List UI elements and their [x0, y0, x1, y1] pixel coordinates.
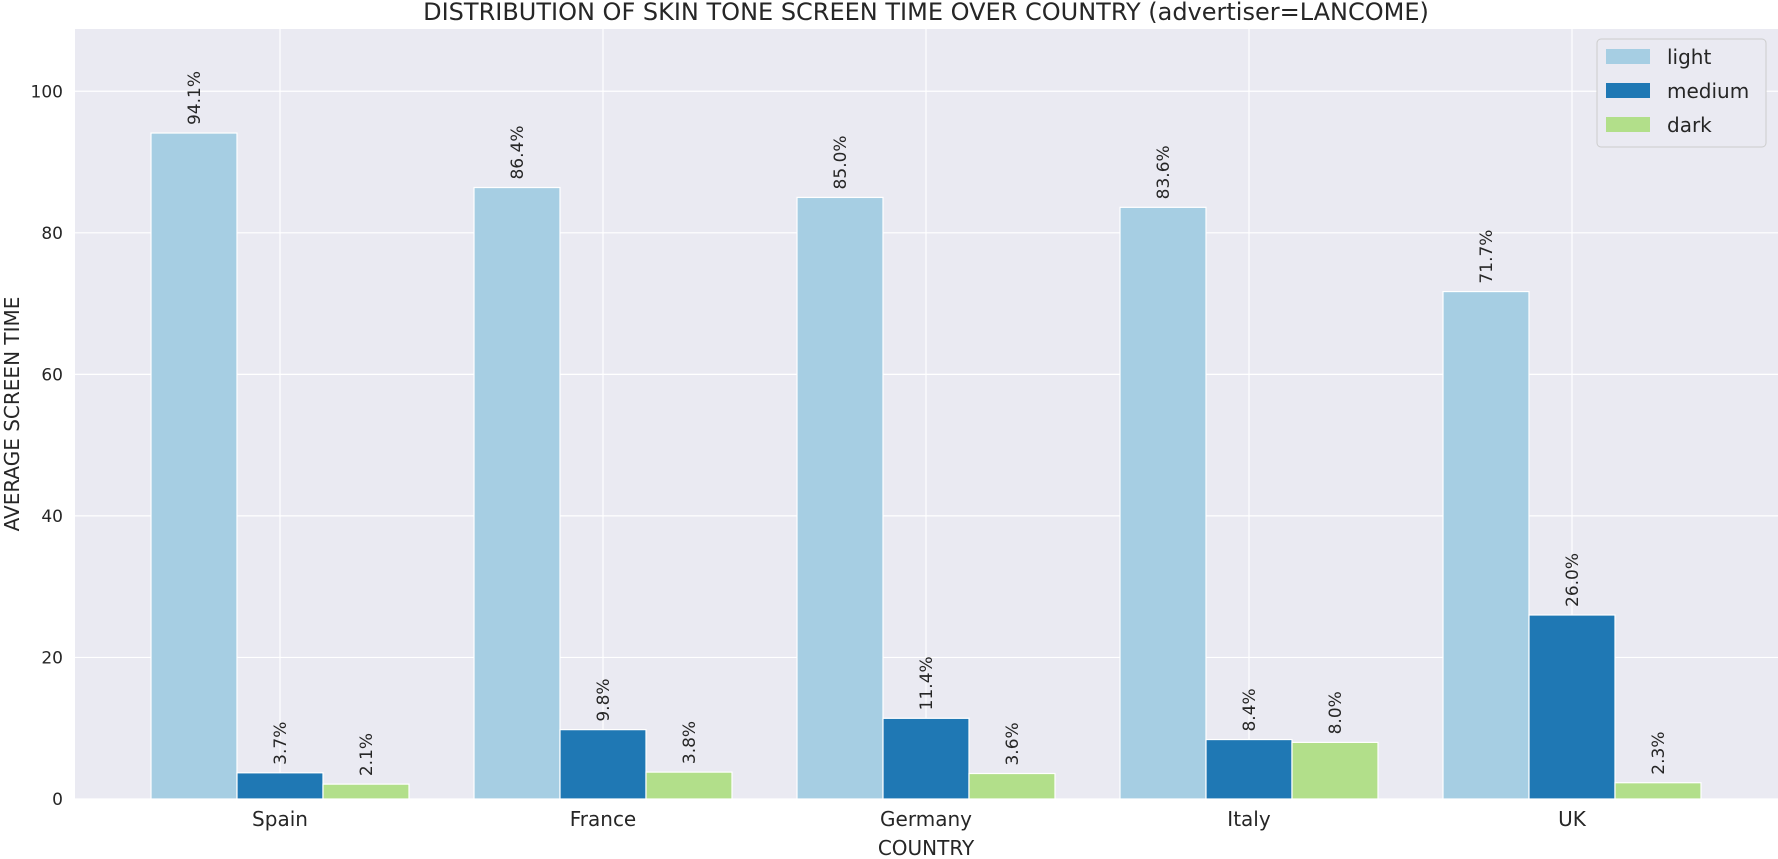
y-tick-label: 80: [41, 224, 63, 244]
y-tick-label: 0: [52, 790, 63, 810]
bar-medium-france: [559, 729, 647, 800]
bars: [150, 132, 1702, 800]
bar-dark-spain: [322, 783, 410, 800]
data-label: 11.4%: [917, 656, 937, 710]
x-tick-label: Italy: [1227, 807, 1271, 831]
y-tick-label: 20: [41, 648, 63, 668]
bar-light-uk: [1442, 290, 1530, 800]
bar-light-italy: [1119, 206, 1207, 800]
y-axis-ticks: 0 20 40 60 80 100: [31, 82, 63, 810]
data-label: 3.7%: [271, 722, 291, 765]
data-label: 86.4%: [508, 126, 528, 180]
data-label: 2.3%: [1649, 732, 1669, 775]
bar-light-germany: [796, 196, 884, 800]
data-label: 2.1%: [357, 733, 377, 776]
legend-label-dark: dark: [1667, 113, 1712, 137]
bar-dark-france: [645, 771, 733, 800]
bar-light-spain: [150, 132, 238, 800]
bar-medium-italy: [1205, 738, 1293, 800]
data-label: 3.8%: [680, 721, 700, 764]
data-label: 9.8%: [594, 678, 614, 721]
bar-medium-germany: [882, 717, 970, 800]
bar-dark-germany: [968, 772, 1056, 800]
data-label: 71.7%: [1477, 230, 1497, 284]
y-tick-label: 60: [41, 365, 63, 385]
legend-swatch-medium: [1606, 83, 1650, 98]
x-axis-title: COUNTRY: [878, 836, 975, 859]
x-tick-label: Germany: [880, 807, 972, 831]
legend-swatch-light: [1606, 49, 1650, 64]
legend-swatch-dark: [1606, 117, 1650, 132]
x-tick-label: Spain: [252, 807, 308, 831]
data-label: 85.0%: [831, 135, 851, 189]
y-tick-label: 40: [41, 507, 63, 527]
x-tick-label: UK: [1558, 807, 1587, 831]
x-axis-ticks: Spain France Germany Italy UK: [252, 807, 1587, 831]
data-label: 83.6%: [1154, 145, 1174, 199]
data-label: 3.6%: [1003, 722, 1023, 765]
bar-dark-uk: [1614, 782, 1702, 800]
data-label: 94.1%: [185, 71, 205, 125]
bar-light-france: [473, 186, 561, 800]
bar-medium-uk: [1528, 614, 1616, 800]
legend: light medium dark: [1596, 38, 1767, 148]
data-label: 8.0%: [1326, 691, 1346, 734]
data-label: 26.0%: [1563, 553, 1583, 607]
legend-label-medium: medium: [1667, 79, 1749, 103]
bar-medium-spain: [236, 772, 324, 800]
chart-title: DISTRIBUTION OF SKIN TONE SCREEN TIME OV…: [423, 0, 1429, 26]
bar-dark-italy: [1291, 741, 1379, 800]
y-axis-title: AVERAGE SCREEN TIME: [0, 297, 24, 532]
y-tick-label: 100: [31, 82, 63, 102]
data-labels: 94.1% 86.4% 85.0% 83.6% 71.7% 3.7% 9.8% 11.4% 8.…: [185, 71, 1669, 776]
data-label: 8.4%: [1240, 688, 1260, 731]
x-tick-label: France: [570, 807, 637, 831]
legend-label-light: light: [1667, 45, 1711, 69]
